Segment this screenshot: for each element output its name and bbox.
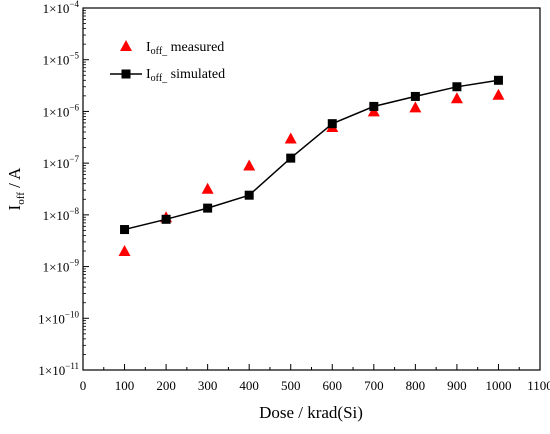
y-tick-label: 1×10−10 [38,309,79,326]
legend: Ioff_ measured Ioff_ simulated [110,40,225,84]
x-tick-label: 500 [281,378,301,393]
series-line-simulated [124,79,499,231]
data-point-simulated [493,75,503,85]
data-point-simulated [286,153,296,163]
x-tick-label: 800 [406,378,426,393]
y-tick-label: 1×10−8 [43,206,80,223]
data-point-simulated [452,82,462,92]
x-axis-label: Dose / krad(Si) [259,403,363,422]
data-point-measured [284,132,297,144]
data-point-measured [409,101,422,113]
y-axis-label: Ioff / A [5,167,27,211]
legend-label-simulated: Ioff_ simulated [146,67,225,84]
data-point-simulated [161,214,171,224]
data-point-measured [367,105,380,117]
data-point-measured [201,182,214,194]
x-axis-ticks: 0 100 200 300 400 500 600 700 800 900 1000 1100 [80,364,550,393]
y-tick-label: 1×10−9 [43,258,80,275]
x-tick-label: 100 [115,378,135,393]
series-layer [118,75,505,257]
y-axis-ticks: 1×10−11 1×10−10 1×10−9 1×10−8 1×10−7 1×10−6 1×… [38,0,89,378]
data-point-simulated [369,101,379,111]
legend-square-marker [121,69,131,79]
data-point-simulated [327,119,337,129]
x-tick-label: 0 [80,378,87,393]
legend-label-measured: Ioff_ measured [146,40,224,57]
x-tick-label: 1100 [527,378,550,393]
x-tick-label: 200 [156,378,176,393]
data-point-measured [492,88,505,100]
x-tick-label: 300 [198,378,218,393]
y-tick-label: 1×10−11 [38,361,79,378]
y-tick-label: 1×10−5 [43,51,80,68]
data-point-simulated [203,203,213,213]
x-tick-label: 1000 [485,378,511,393]
legend-triangle-marker [120,40,132,51]
plot-frame [82,7,541,371]
x-tick-label: 700 [364,378,384,393]
y-tick-label: 1×10−6 [43,102,80,119]
y-tick-label: 1×10−7 [43,154,80,171]
x-tick-label: 400 [239,378,259,393]
data-point-measured [118,245,131,257]
data-point-simulated [120,225,130,235]
y-tick-label: 1×10−4 [43,0,80,16]
data-point-measured [450,92,463,104]
data-point-simulated [410,91,420,101]
x-tick-label: 900 [447,378,467,393]
data-point-simulated [244,190,254,200]
data-point-measured [243,159,256,171]
x-tick-label: 600 [323,378,343,393]
